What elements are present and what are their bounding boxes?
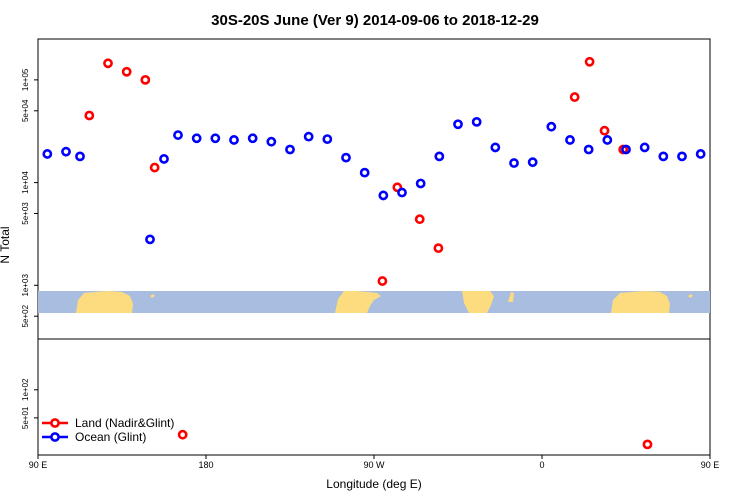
data-point <box>191 133 202 144</box>
data-point <box>639 142 650 153</box>
data-point <box>569 92 580 102</box>
y-axis-title: N Total <box>0 226 12 263</box>
x-axis-title: Longitude (deg E) <box>326 477 421 491</box>
data-point <box>415 178 426 189</box>
data-point <box>583 144 594 155</box>
land-masses <box>76 291 693 313</box>
land-australia-east <box>150 294 155 298</box>
land-australia-right <box>611 291 670 313</box>
land-south-africa <box>462 291 494 313</box>
data-point <box>378 190 389 201</box>
data-point <box>584 56 595 67</box>
data-point <box>599 125 610 136</box>
x-tick-label: 90 W <box>363 460 385 470</box>
ocean-band <box>38 291 710 313</box>
x-tick-label: 90 E <box>29 460 48 470</box>
data-point <box>392 182 403 193</box>
data-point <box>303 131 314 142</box>
data-point <box>527 157 538 168</box>
data-point <box>621 144 631 155</box>
data-point <box>677 151 687 162</box>
data-point <box>285 144 295 155</box>
data-point <box>145 234 155 245</box>
data-point <box>177 429 188 440</box>
data-point <box>602 135 613 145</box>
data-point <box>75 151 85 162</box>
legend-marker <box>50 432 60 442</box>
data-point <box>322 134 333 145</box>
data-point <box>642 439 653 450</box>
data-point <box>173 130 183 140</box>
data-point <box>42 149 53 159</box>
y-top-tick-label: 5e+02 <box>21 304 30 327</box>
data-point <box>247 133 258 144</box>
data-point <box>565 135 575 145</box>
data-point <box>159 154 169 164</box>
y-bottom-tick-label: 1e+02 <box>21 378 30 401</box>
y-top-tick-label: 1e+04 <box>21 171 30 194</box>
data-point <box>414 214 425 225</box>
data-point <box>210 133 221 144</box>
land-australia-east-right <box>688 294 693 298</box>
x-tick-label: 90 E <box>701 460 720 470</box>
land-australia <box>76 291 133 313</box>
chart-title: 30S-20S June (Ver 9) 2014-09-06 to 2018-… <box>211 12 539 29</box>
data-point <box>695 149 706 159</box>
data-point <box>377 276 388 286</box>
data-point <box>433 243 444 254</box>
data-point <box>471 116 482 127</box>
legend-label: Land (Nadir&Glint) <box>75 416 174 430</box>
data-points <box>42 56 706 450</box>
data-point <box>546 121 557 132</box>
legend: Land (Nadir&Glint)Ocean (Glint) <box>42 416 174 444</box>
data-point <box>103 58 113 69</box>
x-tick-label: 0 <box>539 460 544 470</box>
y-top-tick-label: 1e+03 <box>21 274 30 297</box>
data-point <box>509 158 519 168</box>
x-axis: 90 E 180 90 W 0 90 E <box>29 455 720 470</box>
data-point <box>490 142 501 153</box>
data-point <box>229 135 239 145</box>
data-point <box>434 151 445 162</box>
data-point <box>397 187 407 198</box>
land-south-america <box>335 291 381 313</box>
data-point <box>61 146 71 157</box>
data-point <box>84 110 95 121</box>
data-point <box>341 152 351 163</box>
y-axis-bottom: 5e+01 1e+02 <box>21 378 38 429</box>
y-top-tick-label: 5e+04 <box>21 99 30 122</box>
y-top-tick-label: 5e+03 <box>21 202 30 225</box>
data-point <box>121 66 132 77</box>
legend-marker <box>50 418 60 428</box>
data-point <box>140 74 151 85</box>
data-point <box>658 151 669 162</box>
map-strip <box>38 291 710 313</box>
data-point <box>453 119 463 130</box>
land-madagascar <box>508 292 514 302</box>
y-top-tick-label: 1e+05 <box>21 68 30 91</box>
data-point <box>149 162 160 173</box>
y-bottom-tick-label: 5e+01 <box>21 406 30 429</box>
data-point <box>359 167 370 178</box>
y-axis-top: 5e+02 1e+03 5e+03 1e+04 5e+04 1e+05 <box>21 68 38 327</box>
legend-label: Ocean (Glint) <box>75 430 146 444</box>
data-point <box>266 136 277 147</box>
x-tick-label: 180 <box>198 460 213 470</box>
